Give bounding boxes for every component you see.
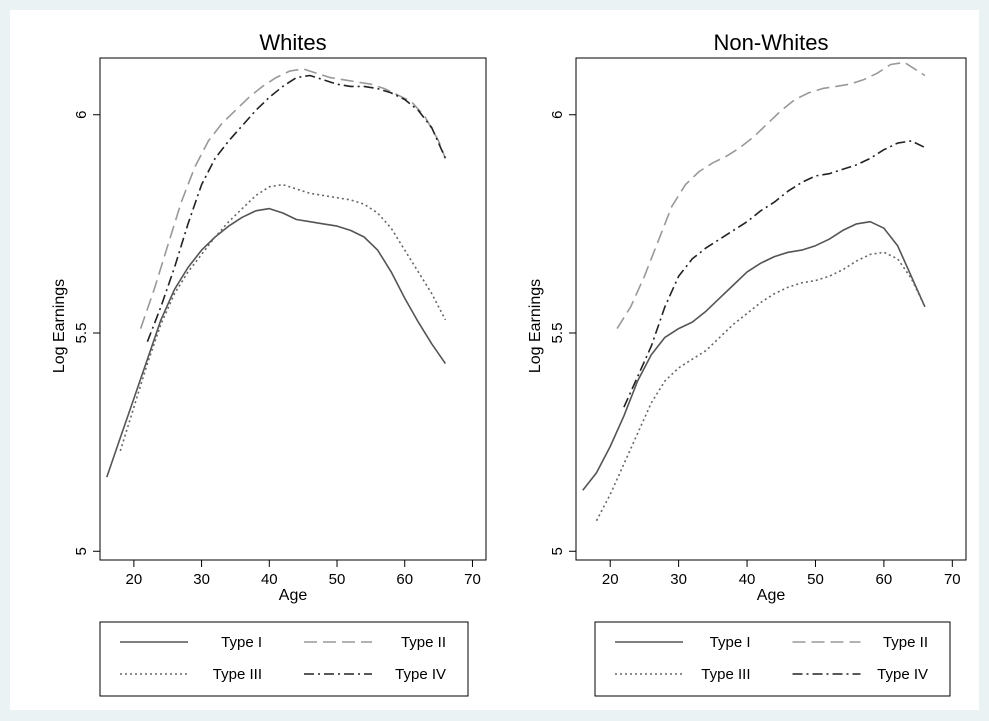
plot-frame	[575, 57, 967, 561]
x-tick-label: 20	[126, 571, 143, 588]
x-tick-label: 30	[670, 571, 687, 588]
series-line-type-iii	[595, 251, 926, 522]
figure-background	[10, 10, 979, 710]
y-axis-label: Log Earnings	[527, 279, 544, 373]
y-tick-label: 5	[73, 547, 90, 555]
series-line-type-i	[106, 207, 447, 478]
y-tick-label: 5.5	[73, 323, 90, 344]
x-tick-label: 40	[261, 571, 278, 588]
legend-label: Type III	[213, 666, 262, 683]
x-tick-label: 70	[464, 571, 481, 588]
chart-title: Non-Whites	[714, 30, 829, 55]
series-line-type-ii	[616, 61, 926, 330]
x-tick-label: 20	[602, 571, 619, 588]
legend-box	[99, 621, 469, 697]
x-tick-label: 50	[329, 571, 346, 588]
legend-label: Type IV	[877, 666, 928, 683]
y-tick-label: 5	[549, 547, 566, 555]
legend-box	[594, 621, 951, 697]
plot-frame	[99, 57, 487, 561]
y-tick-label: 5.5	[549, 323, 566, 344]
series-line-type-ii	[139, 68, 447, 329]
y-tick-label: 6	[73, 111, 90, 119]
x-axis-label: Age	[279, 587, 308, 604]
x-tick-label: 30	[193, 571, 210, 588]
charts: Whites 20 30 40 50 60 70 Age 5 5.5 6 Log Earnings Ty…	[51, 30, 967, 697]
legend-label: Type II	[401, 634, 446, 651]
legend: Type I Type II Type III Type IV	[99, 621, 469, 697]
y-tick-label: 6	[549, 111, 566, 119]
x-tick-label: 40	[739, 571, 756, 588]
legend: Type I Type II Type III Type IV	[594, 621, 951, 697]
x-axis-label: Age	[757, 587, 786, 604]
x-tick-label: 70	[944, 571, 961, 588]
legend-label: Type I	[710, 634, 751, 651]
x-tick-label: 50	[807, 571, 824, 588]
x-tick-label: 60	[876, 571, 893, 588]
x-tick-label: 60	[396, 571, 413, 588]
legend-label: Type IV	[395, 666, 446, 683]
legend-label: Type I	[221, 634, 262, 651]
series-line-type-iv	[623, 140, 926, 408]
y-axis-label: Log Earnings	[51, 279, 68, 373]
series-line-type-i	[582, 220, 926, 491]
chart-panel-1: Whites 20 30 40 50 60 70 Age 5 5.5 6 Log Earnings Ty…	[51, 30, 487, 697]
series-line-type-iii	[119, 183, 447, 452]
legend-label: Type III	[701, 666, 750, 683]
chart-panel-2: Non-Whites 20 30 40 50 60 70 Age 5 5.5 6 Log Earnin…	[527, 30, 967, 697]
chart-title: Whites	[259, 30, 326, 55]
legend-label: Type II	[883, 634, 928, 651]
